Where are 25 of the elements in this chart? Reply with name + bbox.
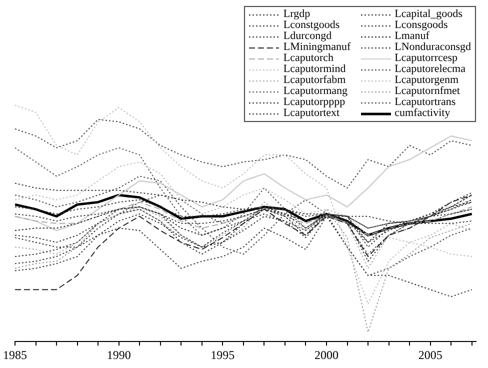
legend-label: Lcaputortrans (394, 96, 456, 108)
legend-label: Ldurcongd (283, 30, 332, 42)
legend-label: Lmanuf (394, 30, 430, 42)
legend-label: Lcaputorrcesp (394, 52, 458, 64)
x-tick-label: 1995 (210, 348, 235, 362)
legend-label: Lcaputortext (283, 107, 340, 119)
legend-label: Lcaputorgenm (394, 74, 459, 86)
legend-label: Lconstgoods (283, 19, 340, 31)
legend-label: Lcaputorfabm (283, 74, 346, 86)
x-tick-label: 2005 (418, 348, 442, 362)
legend-label: Lcaputormind (283, 63, 346, 75)
legend-label: Lcaputorelecma (394, 63, 466, 75)
legend-label: Lcaputorpppp (283, 96, 346, 108)
legend-label: cumfactivity (394, 107, 450, 119)
legend-label: LNonduraconsgd (394, 41, 471, 53)
x-tick-label: 1990 (106, 348, 131, 362)
legend-label: Lcaputormang (283, 85, 348, 97)
legend-label: LMiningmanuf (283, 41, 351, 53)
x-tick-label: 1985 (3, 348, 27, 362)
legend-label: Lcaputornfmet (394, 85, 460, 97)
x-tick-label: 2000 (314, 348, 338, 362)
legend-label: Lconsgoods (394, 19, 448, 31)
legend-label: Lcapital_goods (394, 8, 462, 20)
legend-label: Lcaputorch (283, 52, 334, 64)
legend-label: Lrgdp (283, 8, 310, 20)
